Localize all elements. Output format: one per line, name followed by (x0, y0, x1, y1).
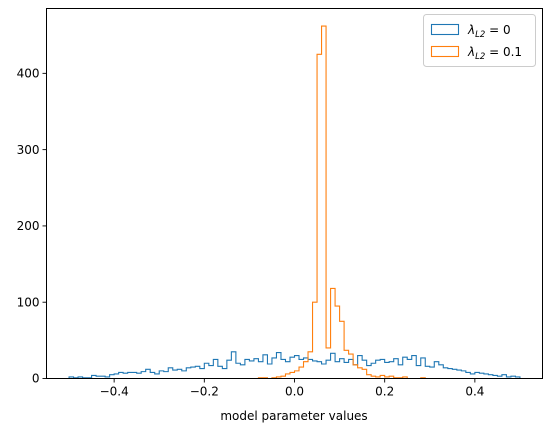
x-axis-ticks: −0.4 −0.2 0.0 0.2 0.4 (100, 378, 484, 399)
x-tick-label: −0.2 (190, 385, 219, 399)
y-tick-label: 100 (17, 295, 40, 309)
series-layer (68, 25, 521, 380)
y-tick-label: 0 (32, 372, 40, 386)
legend-swatch (430, 23, 460, 36)
x-tick-label: 0.0 (285, 385, 304, 399)
legend-swatch (430, 45, 460, 58)
histogram-series-1 (159, 25, 430, 380)
y-tick-label: 300 (17, 143, 40, 157)
legend-box (423, 14, 536, 67)
x-tick-label: 0.2 (375, 385, 394, 399)
histogram-series-0 (68, 351, 521, 379)
legend-entry-label: λL2 = 0.1 (467, 45, 522, 62)
legend: λL2 = 0 λL2 = 0.1 (423, 14, 536, 67)
x-tick-label: −0.4 (100, 385, 129, 399)
y-axis-ticks: 0 100 200 300 400 (17, 67, 47, 386)
y-tick-label: 200 (17, 219, 40, 233)
x-tick-label: 0.4 (465, 385, 484, 399)
legend-entry-label: λL2 = 0 (467, 23, 511, 40)
x-axis-label: model parameter values (220, 409, 367, 423)
y-tick-label: 400 (17, 67, 40, 81)
